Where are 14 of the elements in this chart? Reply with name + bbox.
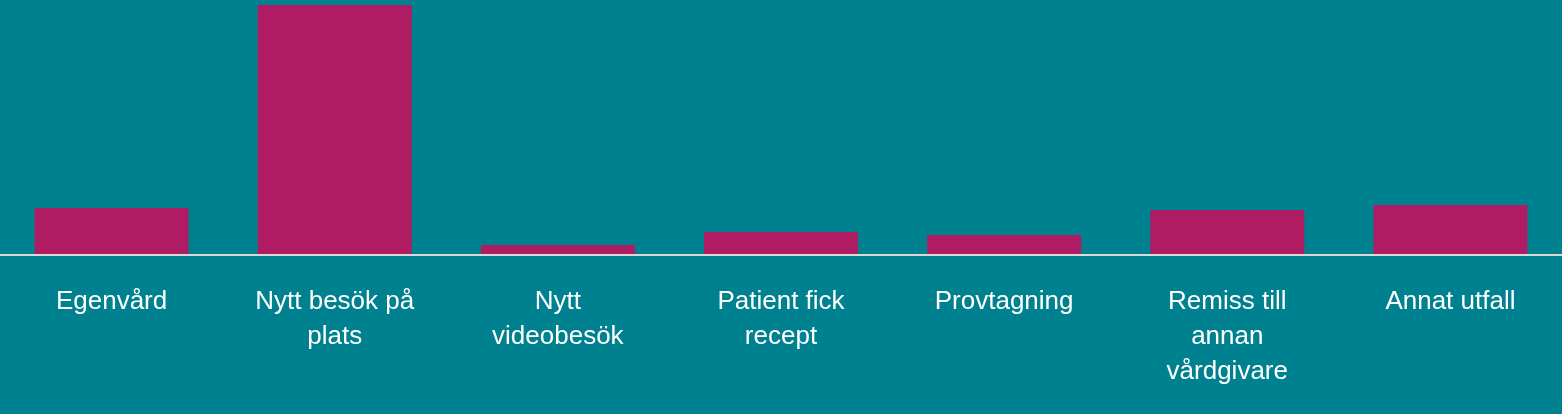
x-tick-label: Nytt videobesök [492, 285, 625, 350]
x-tick-label: Patient fick recept [717, 285, 846, 350]
x-tick-label: Provtagning [934, 285, 1074, 315]
bar [704, 232, 859, 255]
x-tick-label: Nytt besök på plats [255, 285, 415, 350]
x-tick-label: Egenvård [55, 285, 168, 315]
bar [257, 5, 412, 255]
x-tick-label: Annat utfall [1385, 285, 1516, 315]
bar [927, 235, 1082, 255]
x-tick-label: Remiss till annan vårdgivare [1166, 285, 1288, 385]
bar [1373, 205, 1528, 255]
bar [1150, 210, 1305, 255]
bar [34, 208, 189, 255]
bar [480, 245, 635, 255]
